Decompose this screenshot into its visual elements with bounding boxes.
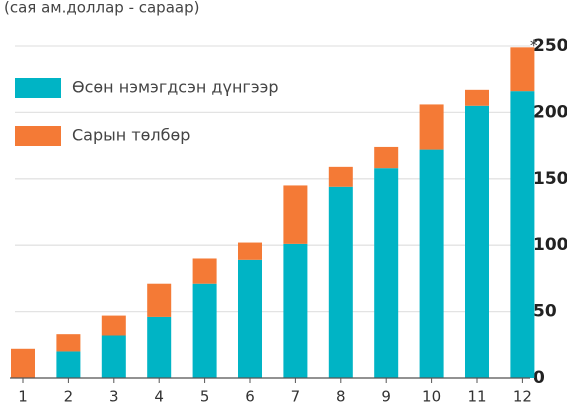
- y-tick-label: 200: [533, 102, 567, 122]
- y-tick-label: 50: [533, 302, 557, 322]
- y-tick-label: 150: [533, 169, 567, 189]
- x-tick-label: 12: [513, 388, 532, 406]
- legend-label: Өсөн нэмэгдсэн дүнгээр: [72, 78, 279, 97]
- bar-segment: [101, 315, 126, 336]
- y-tick-label: 0: [533, 368, 545, 388]
- bar-segment: [283, 243, 308, 378]
- x-tick-label: 9: [381, 388, 391, 406]
- bar-segment: [192, 283, 217, 378]
- x-tick-label: 4: [154, 388, 164, 406]
- bar-segment: [192, 258, 217, 284]
- chart-title: (сая ам.доллар - сараар): [4, 0, 199, 17]
- bar-segment: [374, 146, 399, 169]
- x-tick-label: 10: [422, 388, 441, 406]
- x-tick-label: 1: [18, 388, 28, 406]
- bar-segment: [328, 166, 353, 187]
- bar-segment: [238, 259, 262, 378]
- bar-segment: [283, 185, 308, 244]
- annotation: *: [530, 37, 538, 55]
- legend-swatch: [15, 126, 61, 146]
- bar-segment: [374, 168, 399, 378]
- bar-segment: [328, 186, 353, 378]
- bar-segment: [11, 348, 35, 378]
- bar-segment: [147, 283, 172, 317]
- x-tick-label: 7: [291, 388, 301, 406]
- x-tick-label: 2: [64, 388, 74, 406]
- x-tick-label: 3: [109, 388, 119, 406]
- y-tick-label: 250: [533, 36, 567, 56]
- bar-segment: [238, 242, 262, 260]
- bar-segment: [510, 91, 535, 378]
- bar-segment: [465, 89, 489, 106]
- bar-segment: [147, 316, 172, 378]
- bar-segment: [56, 351, 81, 378]
- bar-segment: [419, 149, 444, 378]
- bar-segment: [56, 334, 81, 352]
- x-tick-label: 6: [245, 388, 255, 406]
- x-tick-label: 5: [200, 388, 210, 406]
- legend-label: Сарын төлбөр: [72, 126, 190, 145]
- bar-segment: [510, 47, 535, 92]
- bar-segment: [419, 104, 444, 150]
- x-tick-label: 8: [336, 388, 346, 406]
- legend-swatch: [15, 78, 61, 98]
- x-tick-label: 11: [467, 388, 486, 406]
- y-tick-label: 100: [533, 235, 567, 255]
- bar-segment: [101, 335, 126, 378]
- bar-segment: [465, 105, 489, 378]
